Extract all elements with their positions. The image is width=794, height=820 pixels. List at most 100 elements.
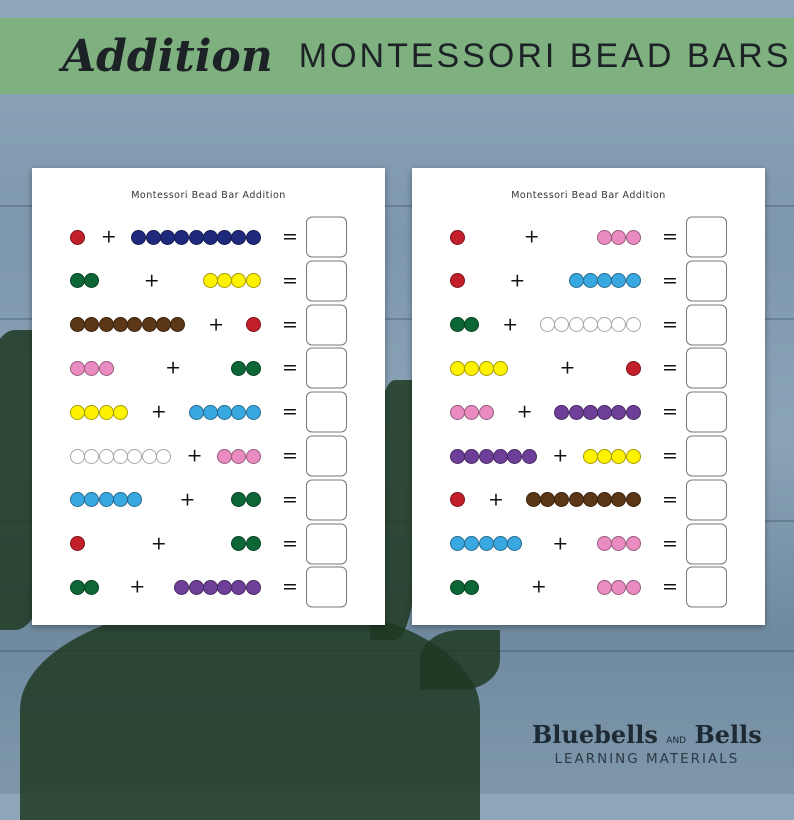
bead-9	[202, 229, 218, 245]
answer-box[interactable]	[306, 435, 347, 477]
bead-2	[450, 317, 465, 333]
equals-sign: =	[662, 400, 678, 423]
bead-8	[112, 317, 128, 333]
bead-4	[492, 360, 508, 376]
bead-4	[231, 273, 247, 289]
bead-4	[112, 404, 128, 420]
bead-8	[170, 317, 186, 333]
answer-box[interactable]	[686, 260, 727, 302]
equals-sign: =	[662, 444, 678, 467]
equals-sign: =	[662, 488, 678, 511]
plus-sign: +	[559, 356, 576, 379]
bead-2	[464, 579, 480, 595]
bead-4	[478, 360, 494, 376]
answer-box[interactable]	[686, 435, 727, 477]
bead-8	[155, 317, 171, 333]
bead-8	[582, 492, 598, 508]
bead-5	[450, 536, 465, 552]
bead-7	[625, 317, 641, 333]
plus-sign: +	[552, 444, 569, 467]
bead-3	[625, 229, 641, 245]
plus-sign: +	[516, 400, 533, 423]
bead-8	[127, 317, 143, 333]
bead-2	[245, 536, 261, 552]
bead-7	[611, 317, 627, 333]
bead-7	[568, 317, 584, 333]
answer-box[interactable]	[686, 347, 727, 389]
bead-5	[478, 536, 494, 552]
bead-7	[127, 448, 143, 464]
bead-1	[70, 536, 85, 552]
answer-box[interactable]	[686, 479, 727, 521]
equals-sign: =	[282, 313, 298, 336]
answer-box[interactable]	[686, 304, 727, 346]
banner-title: MONTESSORI BEAD BARS	[298, 36, 792, 75]
bead-3	[245, 448, 261, 464]
bead-1	[625, 360, 641, 376]
plus-sign: +	[502, 313, 519, 336]
bead-3	[464, 404, 480, 420]
bead-7	[112, 448, 128, 464]
brand-logo: Bluebells AND Bells LEARNING MATERIALS	[532, 720, 762, 767]
bead-6	[582, 404, 598, 420]
bead-9	[217, 229, 233, 245]
plus-sign: +	[150, 400, 167, 423]
plus-sign: +	[165, 356, 182, 379]
plus-sign: +	[523, 225, 540, 248]
logo-name-a: Bluebells	[532, 720, 658, 749]
bead-2	[84, 273, 100, 289]
equals-sign: =	[662, 313, 678, 336]
bead-6	[597, 404, 613, 420]
bead-3	[597, 536, 613, 552]
bead-9	[131, 229, 147, 245]
worksheet-title: Montessori Bead Bar Addition	[131, 190, 286, 201]
answer-box[interactable]	[686, 216, 727, 258]
equals-sign: =	[282, 225, 298, 248]
bead-1	[450, 229, 465, 245]
bead-9	[174, 229, 190, 245]
bead-2	[70, 273, 85, 289]
answer-box[interactable]	[306, 391, 347, 433]
bead-8	[70, 317, 85, 333]
worksheet-page-1: Montessori Bead Bar Addition + = + = + = + = + = +…	[32, 168, 385, 625]
answer-box[interactable]	[306, 347, 347, 389]
bead-8	[611, 492, 627, 508]
bead-5	[611, 273, 627, 289]
bead-7	[98, 448, 114, 464]
answer-box[interactable]	[306, 260, 347, 302]
answer-box[interactable]	[686, 523, 727, 565]
bead-4	[84, 404, 100, 420]
plus-sign: +	[129, 575, 146, 598]
plus-sign: +	[150, 532, 167, 555]
bead-2	[245, 360, 261, 376]
bead-7	[582, 317, 598, 333]
bead-5	[70, 492, 85, 508]
plus-sign: +	[186, 444, 203, 467]
bead-9	[159, 229, 175, 245]
answer-box[interactable]	[306, 304, 347, 346]
bead-6	[611, 404, 627, 420]
bead-3	[98, 360, 114, 376]
bead-7	[539, 317, 555, 333]
bead-3	[611, 229, 627, 245]
bead-5	[245, 404, 261, 420]
bead-6	[217, 579, 233, 595]
bead-4	[98, 404, 114, 420]
plus-sign: +	[487, 488, 504, 511]
answer-box[interactable]	[306, 566, 347, 608]
bead-3	[625, 536, 641, 552]
bead-5	[231, 404, 247, 420]
bead-5	[625, 273, 641, 289]
bead-5	[127, 492, 143, 508]
answer-box[interactable]	[306, 479, 347, 521]
answer-box[interactable]	[306, 216, 347, 258]
bead-4	[582, 448, 598, 464]
answer-box[interactable]	[686, 566, 727, 608]
answer-box[interactable]	[686, 391, 727, 433]
bead-8	[84, 317, 100, 333]
answer-box[interactable]	[306, 523, 347, 565]
bead-4	[450, 360, 465, 376]
bead-8	[539, 492, 555, 508]
bead-6	[450, 448, 465, 464]
bead-4	[70, 404, 85, 420]
